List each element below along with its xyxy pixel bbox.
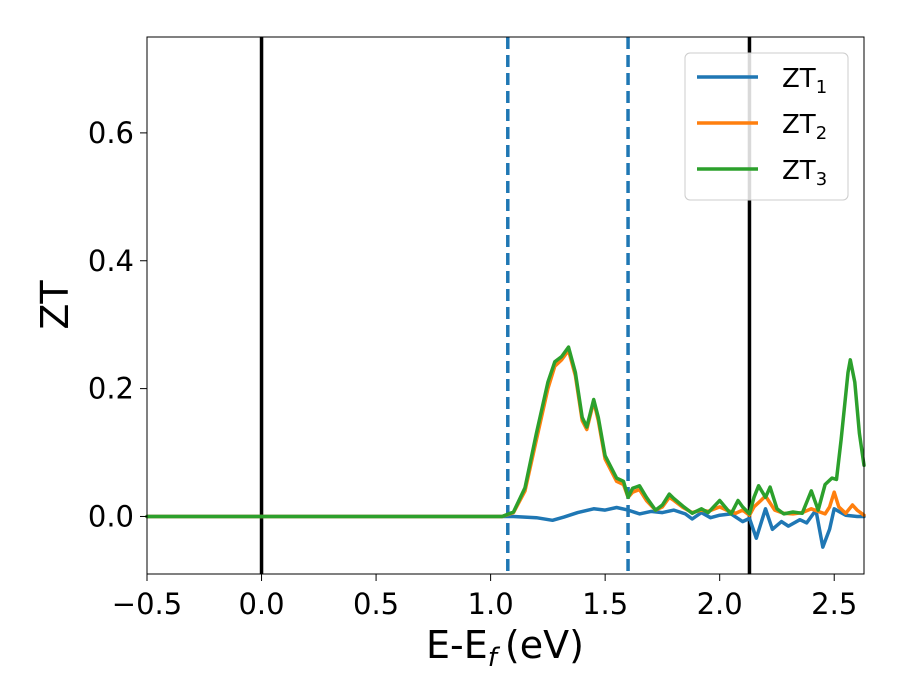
y-tick-label: 0.0 — [88, 499, 134, 533]
legend-label-name: ZT — [782, 64, 816, 94]
y-tick-label: 0.6 — [88, 116, 134, 150]
legend-label-sub: 1 — [816, 77, 827, 98]
y-tick-label: 0.4 — [88, 244, 134, 278]
x-axis-label-unit: (eV) — [505, 623, 584, 667]
legend-label-sub: 2 — [816, 123, 827, 144]
legend-label-3: ZT3 — [782, 156, 827, 190]
series-layer — [145, 345, 866, 549]
y-tick-label: 0.2 — [88, 372, 134, 406]
x-axis-label-sub: f — [488, 643, 501, 673]
legend-label-2: ZT2 — [782, 110, 827, 144]
legend-label-name: ZT — [782, 110, 816, 140]
vertical-reference-lines — [259, 37, 752, 574]
x-tick-label: 0.5 — [353, 587, 399, 621]
x-axis-ticks: −0.5 0.0 0.5 1.0 1.5 2.0 2.5 — [112, 574, 857, 621]
legend-box — [684, 52, 849, 201]
legend-label-1: ZT1 — [782, 64, 827, 98]
legend-label-sub: 3 — [816, 169, 827, 190]
x-axis-label: E-Ef (eV) — [426, 623, 584, 673]
y-axis-ticks: 0.0 0.2 0.4 0.6 — [88, 116, 147, 533]
x-tick-label: −0.5 — [112, 587, 182, 621]
x-tick-label: 1.0 — [468, 587, 514, 621]
series-line-3 — [145, 345, 866, 519]
x-tick-label: 0.0 — [238, 587, 284, 621]
plot-frame — [146, 36, 865, 575]
x-tick-label: 1.5 — [582, 587, 628, 621]
x-axis-label-main: E-E — [426, 623, 488, 667]
legend-label-name: ZT — [782, 156, 816, 186]
x-tick-label: 2.0 — [697, 587, 743, 621]
y-axis-label: ZT — [33, 280, 77, 330]
x-tick-label: 2.5 — [811, 587, 857, 621]
